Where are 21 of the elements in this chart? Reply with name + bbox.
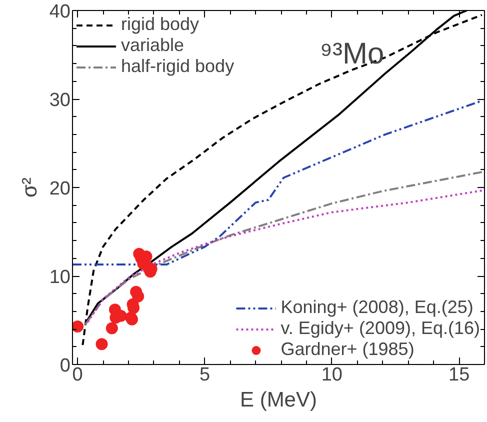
y-tick-label: 40 xyxy=(49,2,71,22)
x-tick-label: 10 xyxy=(321,364,342,386)
point xyxy=(72,320,84,332)
y-tick-label: 30 xyxy=(49,90,71,111)
annotation: ⁹³Mo xyxy=(320,38,384,71)
legend-label: v. Egidy+ (2009), Eq.(16) xyxy=(280,318,480,339)
point xyxy=(96,338,108,350)
line-series xyxy=(72,100,483,266)
legend-label: Gardner+ (1985) xyxy=(280,339,414,360)
point xyxy=(132,290,144,302)
legend-label: half-rigid body xyxy=(121,56,234,77)
y-tick-label: 20 xyxy=(49,178,71,200)
x-tick-label: 15 xyxy=(448,364,470,386)
y-tick-label: 10 xyxy=(49,267,71,288)
x-axis-title: E (MeV) xyxy=(240,388,318,412)
x-tick-label: 5 xyxy=(199,364,210,386)
legend-label: variable xyxy=(121,35,184,56)
legend-label: rigid body xyxy=(121,14,200,35)
point xyxy=(106,322,118,334)
legend-label: Koning+ (2008), Eq.(25) xyxy=(280,297,474,318)
y-axis-title: σ² xyxy=(18,178,42,198)
